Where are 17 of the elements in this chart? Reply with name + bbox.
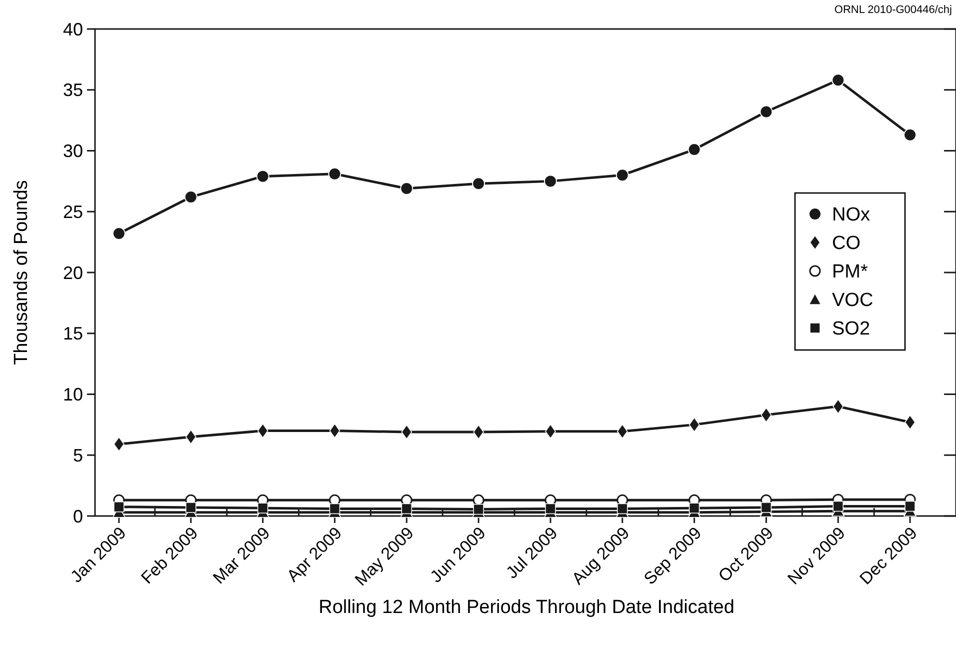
text: ORNL 2010-G00446/chj: [834, 4, 952, 16]
y-tick-label: 15: [62, 324, 83, 344]
y-tick-label: 5: [72, 445, 83, 466]
legend-label: VOC: [832, 290, 874, 312]
legend-label: PM*: [832, 262, 868, 283]
legend-label: NOx: [832, 204, 870, 226]
legend-label: SO2: [832, 318, 870, 340]
legend-label: CO: [832, 233, 860, 254]
y-tick-label: 35: [62, 80, 83, 100]
y-tick-label: 20: [62, 262, 83, 283]
y-tick-label: 0: [72, 506, 83, 526]
y-tick-label: 10: [62, 384, 83, 405]
x-axis-title: Rolling 12 Month Periods Through Date Indicated: [318, 597, 734, 618]
y-tick-label: 30: [62, 141, 83, 162]
y-tick-label: 40: [62, 19, 83, 40]
y-axis-title: Thousands of Pounds: [11, 180, 32, 365]
y-tick-label: 25: [62, 202, 83, 222]
